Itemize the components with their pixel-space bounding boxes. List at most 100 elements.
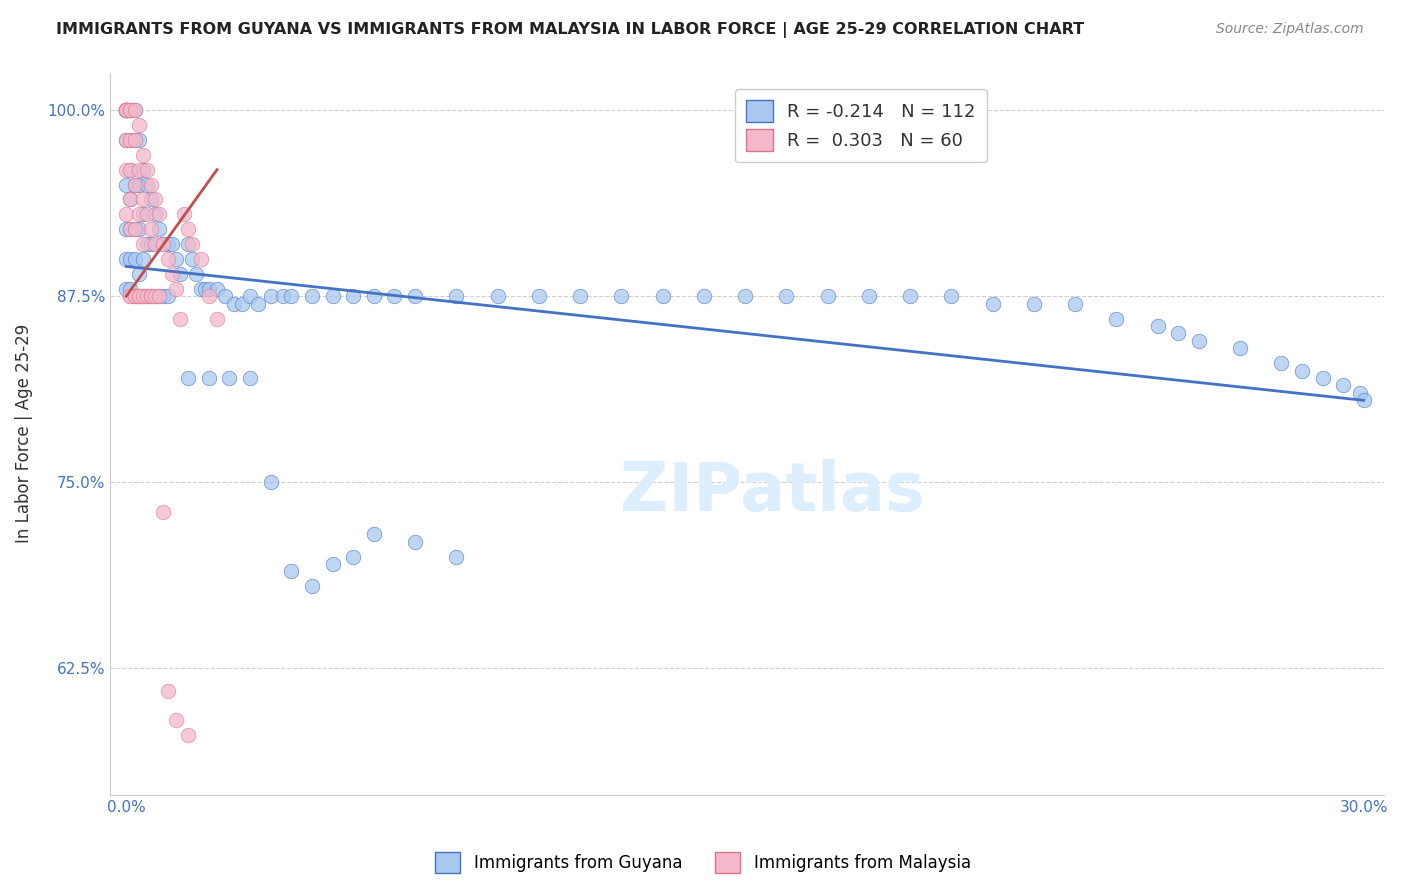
Point (120, 103, 142, 118)
Point (259, 289, 281, 303)
Point (693, 289, 716, 303)
Point (1022, 296, 1045, 310)
Point (115, 103, 138, 118)
Point (124, 289, 146, 303)
Point (115, 103, 138, 118)
Point (128, 162, 150, 177)
Point (152, 237, 174, 252)
Point (115, 282, 138, 296)
Point (120, 133, 142, 147)
Point (115, 103, 138, 118)
Point (132, 289, 155, 303)
Point (165, 252, 187, 266)
Point (128, 289, 150, 303)
Point (120, 133, 142, 147)
Point (135, 289, 157, 303)
Point (169, 311, 191, 326)
Point (817, 289, 839, 303)
Point (1291, 363, 1313, 377)
Point (120, 252, 142, 266)
Point (941, 289, 963, 303)
Point (404, 289, 426, 303)
Point (247, 296, 270, 310)
Point (128, 178, 150, 192)
Point (128, 133, 150, 147)
Point (128, 289, 150, 303)
Point (321, 557, 343, 571)
Point (120, 193, 142, 207)
Point (115, 162, 138, 177)
Point (128, 207, 150, 221)
Point (301, 289, 323, 303)
Point (124, 289, 146, 303)
Point (148, 289, 170, 303)
Point (115, 252, 138, 266)
Point (115, 133, 138, 147)
Point (115, 103, 138, 118)
Point (115, 103, 138, 118)
Point (271, 289, 294, 303)
Point (239, 371, 262, 385)
Point (190, 282, 212, 296)
Point (135, 178, 157, 192)
Point (231, 296, 253, 310)
Point (124, 103, 146, 118)
Point (135, 207, 157, 221)
Point (1353, 393, 1375, 408)
Legend: Immigrants from Guyana, Immigrants from Malaysia: Immigrants from Guyana, Immigrants from … (429, 846, 977, 880)
Point (148, 222, 170, 236)
Point (115, 103, 138, 118)
Point (132, 207, 155, 221)
Point (301, 579, 323, 593)
Point (205, 282, 228, 296)
Point (1229, 341, 1251, 355)
Point (156, 289, 179, 303)
Point (342, 549, 364, 564)
Point (165, 714, 187, 728)
Legend: R = -0.214   N = 112, R =  0.303   N = 60: R = -0.214 N = 112, R = 0.303 N = 60 (735, 89, 987, 162)
Point (446, 549, 468, 564)
Point (152, 237, 174, 252)
Point (1167, 326, 1189, 341)
Point (165, 282, 187, 296)
Point (148, 207, 170, 221)
Point (135, 162, 157, 177)
Point (120, 162, 142, 177)
Point (1146, 318, 1168, 333)
Point (173, 207, 195, 221)
Point (115, 103, 138, 118)
Point (1331, 378, 1354, 392)
Point (160, 237, 183, 252)
Point (152, 505, 174, 519)
Point (115, 133, 138, 147)
Point (132, 193, 155, 207)
Point (132, 289, 155, 303)
Point (610, 289, 633, 303)
Point (160, 267, 183, 281)
Point (169, 267, 191, 281)
Point (124, 222, 146, 236)
Point (124, 103, 146, 118)
Point (775, 289, 797, 303)
Point (139, 222, 162, 236)
Point (363, 289, 385, 303)
Point (197, 282, 219, 296)
Point (115, 103, 138, 118)
Point (124, 178, 146, 192)
Point (120, 193, 142, 207)
Point (527, 289, 550, 303)
Point (1064, 296, 1087, 310)
Point (177, 222, 200, 236)
Point (734, 289, 756, 303)
Point (214, 289, 236, 303)
Point (156, 683, 179, 698)
Point (156, 237, 179, 252)
Point (135, 237, 157, 252)
Point (132, 237, 155, 252)
Point (143, 289, 166, 303)
Point (177, 371, 200, 385)
Text: IMMIGRANTS FROM GUYANA VS IMMIGRANTS FROM MALAYSIA IN LABOR FORCE | AGE 25-29 CO: IMMIGRANTS FROM GUYANA VS IMMIGRANTS FRO… (56, 22, 1084, 38)
Point (222, 296, 245, 310)
Point (139, 178, 162, 192)
Point (139, 289, 162, 303)
